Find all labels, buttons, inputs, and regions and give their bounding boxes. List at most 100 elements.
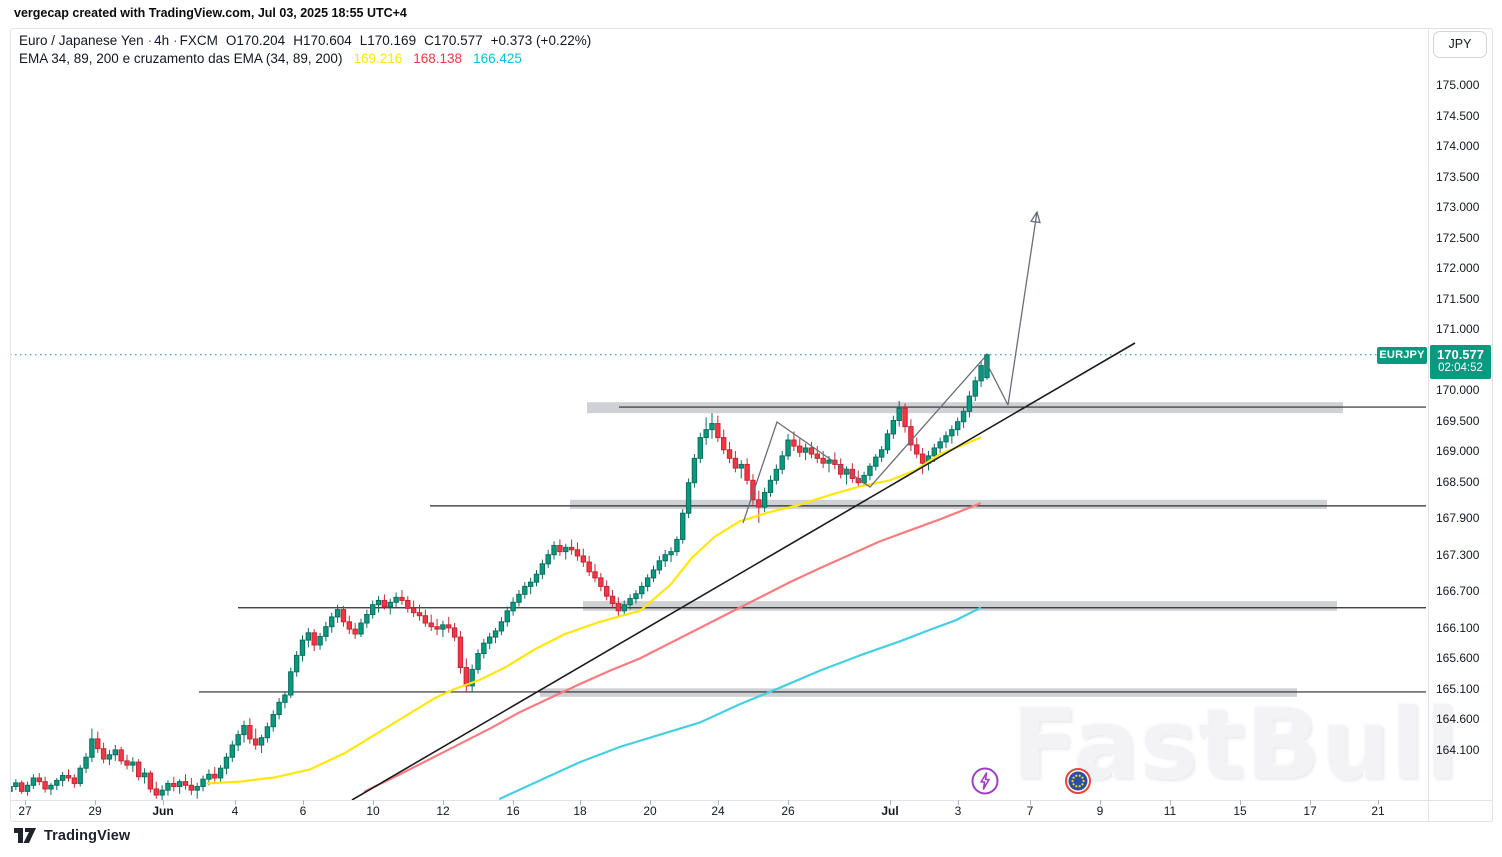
time-tick-mark <box>958 800 959 805</box>
time-tick-label: 6 <box>299 804 307 818</box>
time-tick-label: Jun <box>152 804 174 818</box>
tradingview-attribution[interactable]: TradingView <box>14 827 130 844</box>
separator-dot: · <box>173 33 178 48</box>
symbol-token: C170.577 <box>424 33 483 48</box>
time-tick-label: 26 <box>781 804 795 818</box>
price-tick-label: 174.500 <box>1436 108 1480 123</box>
price-tick-label: 165.100 <box>1436 681 1480 696</box>
time-tick-label: 11 <box>1163 804 1177 818</box>
chart-frame <box>10 28 1493 822</box>
price-tick-label: 171.000 <box>1436 322 1480 336</box>
tradingview-attribution-label: TradingView <box>44 827 131 844</box>
price-tick-label: 173.000 <box>1436 200 1480 214</box>
price-tick-label: 166.100 <box>1436 620 1480 635</box>
price-tick-label: 172.500 <box>1436 230 1480 245</box>
creator-watermark-text: vergecap created with TradingView.com, J… <box>14 6 407 20</box>
currency-toggle-button[interactable]: JPY <box>1433 31 1487 58</box>
price-tick-label: 164.100 <box>1436 742 1480 757</box>
separator-dot: · <box>147 33 153 48</box>
time-tick-mark <box>1378 800 1379 805</box>
ema-value: 166.425 <box>473 51 522 66</box>
time-tick-mark <box>1240 800 1241 805</box>
projection-arrow[interactable] <box>1007 211 1038 406</box>
time-axis-separator <box>10 800 1493 801</box>
time-tick-label: 21 <box>1371 804 1385 818</box>
ema-200-line[interactable] <box>498 606 982 800</box>
ema-value: 168.138 <box>413 51 463 66</box>
time-tick-mark <box>1100 800 1101 805</box>
symbol-ohlc-row[interactable]: Euro / Japanese Yen · 4h · FXCM O170.204 H170.… <box>19 33 599 48</box>
ema-value: 169.216 <box>353 51 403 66</box>
time-tick-label: 16 <box>506 804 520 818</box>
time-tick-label: 17 <box>1303 804 1317 818</box>
candles-layer[interactable] <box>8 353 990 801</box>
time-tick-label: 27 <box>18 804 32 818</box>
price-tick-label: 167.900 <box>1436 511 1480 526</box>
zone-band-resistance-169.7[interactable] <box>587 402 1343 414</box>
symbol-token: O170.204 <box>225 33 286 48</box>
time-tick-label: 29 <box>88 804 102 818</box>
time-tick-label: 12 <box>436 804 450 818</box>
tradingview-logo-icon <box>14 828 36 843</box>
economic-event-lightning-icon[interactable] <box>971 767 999 795</box>
time-tick-mark <box>235 800 236 805</box>
indicator-label: EMA 34, 89, 200 e cruzamento das EMA (34… <box>19 51 343 66</box>
zone-band-level-168.1[interactable] <box>570 499 1327 509</box>
time-tick-label: 24 <box>711 804 725 818</box>
time-tick-label: 15 <box>1233 804 1247 818</box>
price-tick-label: 175.000 <box>1436 78 1480 92</box>
ema-89-line[interactable] <box>363 502 982 793</box>
time-tick-mark <box>890 800 891 805</box>
time-tick-mark <box>95 800 96 805</box>
time-tick-label: 9 <box>1096 804 1104 818</box>
time-tick-mark <box>373 800 374 805</box>
zone-band-support-165.0[interactable] <box>540 688 1297 697</box>
price-tick-label: 166.700 <box>1436 584 1480 599</box>
time-tick-mark <box>443 800 444 805</box>
symbol-token: H170.604 <box>293 33 352 48</box>
price-tick-label: 174.000 <box>1436 139 1480 153</box>
bar-countdown: 02:04:52 <box>1438 362 1483 374</box>
plot-layer[interactable] <box>8 210 1426 801</box>
price-tick-label: 172.000 <box>1436 261 1480 275</box>
indicator-row[interactable]: EMA 34, 89, 200 e cruzamento das EMA (34… <box>19 51 522 66</box>
time-tick-label: 4 <box>231 804 239 818</box>
price-tick-label: 173.500 <box>1436 169 1480 184</box>
symbol-token: 4h <box>154 33 170 48</box>
price-tick-label: 164.600 <box>1436 712 1480 727</box>
zone-band-level-166.4[interactable] <box>583 601 1337 611</box>
time-tick-mark <box>718 800 719 805</box>
time-tick-label: Jul <box>881 804 899 818</box>
time-tick-label: 10 <box>366 804 380 818</box>
time-tick-label: 3 <box>954 804 962 818</box>
projection-arrowhead <box>1029 210 1041 224</box>
symbol-price-flag: EURJPY <box>1377 347 1427 364</box>
last-price-badge: 170.577 02:04:52 <box>1430 345 1491 379</box>
price-tick-label: 171.500 <box>1436 291 1480 306</box>
trendline[interactable] <box>351 342 1136 800</box>
time-tick-mark <box>788 800 789 805</box>
time-tick-mark <box>1310 800 1311 805</box>
time-tick-mark <box>1030 800 1031 805</box>
price-tick-label: 167.300 <box>1436 547 1480 562</box>
time-tick-mark <box>25 800 26 805</box>
price-tick-label: 170.000 <box>1436 383 1480 397</box>
last-price-value: 170.577 <box>1437 347 1484 362</box>
symbol-token: +0.373 (+0.22%) <box>490 33 592 48</box>
symbol-token: L170.169 <box>359 33 417 48</box>
time-tick-label: 20 <box>643 804 657 818</box>
ema-34-line[interactable] <box>205 436 982 785</box>
price-tick-label: 169.000 <box>1436 444 1480 458</box>
time-tick-mark <box>580 800 581 805</box>
economic-event-eu-flag-icon[interactable] <box>1065 768 1091 794</box>
price-tick-label: 165.600 <box>1436 651 1480 666</box>
symbol-token: FXCM <box>179 33 218 48</box>
time-tick-mark <box>1170 800 1171 805</box>
price-axis-separator <box>1428 28 1429 822</box>
price-tick-label: 169.500 <box>1436 413 1480 428</box>
time-tick-mark <box>513 800 514 805</box>
time-tick-mark <box>163 800 164 805</box>
time-tick-label: 18 <box>573 804 587 818</box>
projection-zigzag[interactable] <box>742 356 1009 524</box>
